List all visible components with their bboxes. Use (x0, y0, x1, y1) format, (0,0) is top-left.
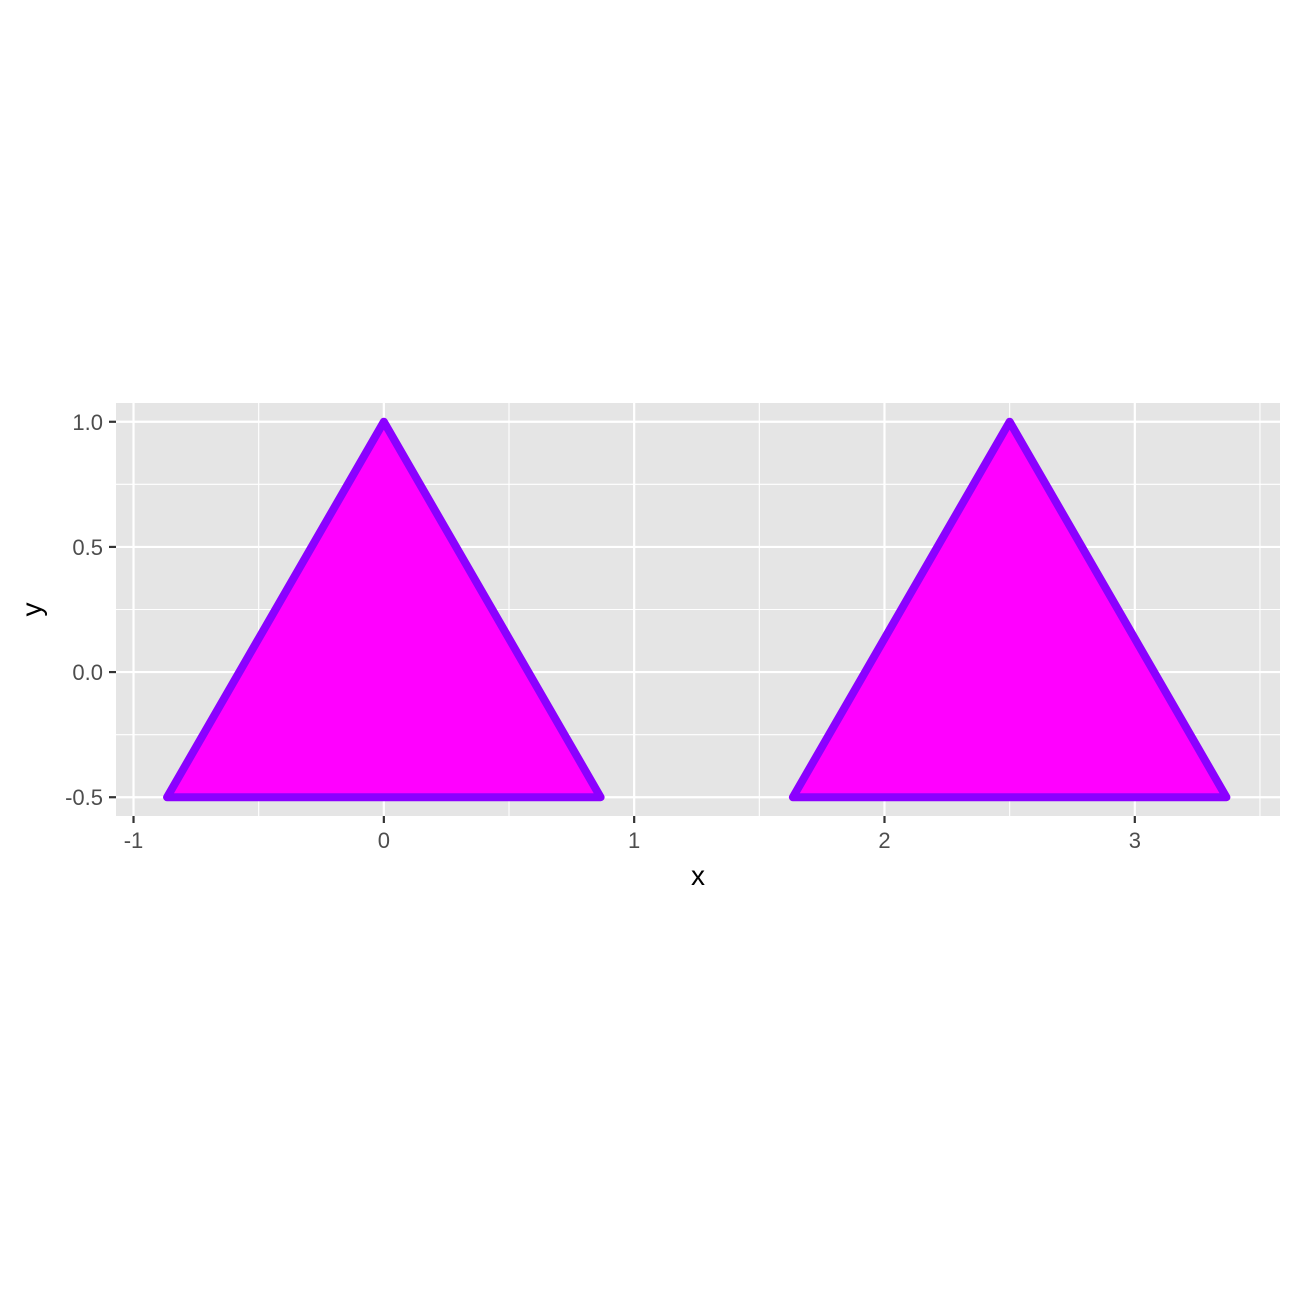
x-axis: -1 0 1 2 3 (124, 816, 1141, 853)
y-axis-title: y (16, 603, 47, 617)
y-tick-label: 1.0 (72, 410, 103, 435)
x-tick-label: 0 (378, 828, 390, 853)
triangle-2 (788, 417, 1231, 802)
y-tick-label: 0.0 (72, 660, 103, 685)
x-axis-title: x (691, 860, 705, 891)
y-tick-label: 0.5 (72, 535, 103, 560)
y-tick-label: -0.5 (65, 785, 103, 810)
x-tick-label: -1 (124, 828, 144, 853)
y-axis: -0.5 0.0 0.5 1.0 (65, 410, 116, 810)
triangles (163, 417, 1231, 802)
x-tick-label: 1 (628, 828, 640, 853)
x-tick-label: 2 (878, 828, 890, 853)
x-tick-label: 3 (1129, 828, 1141, 853)
triangle-1 (163, 417, 605, 802)
